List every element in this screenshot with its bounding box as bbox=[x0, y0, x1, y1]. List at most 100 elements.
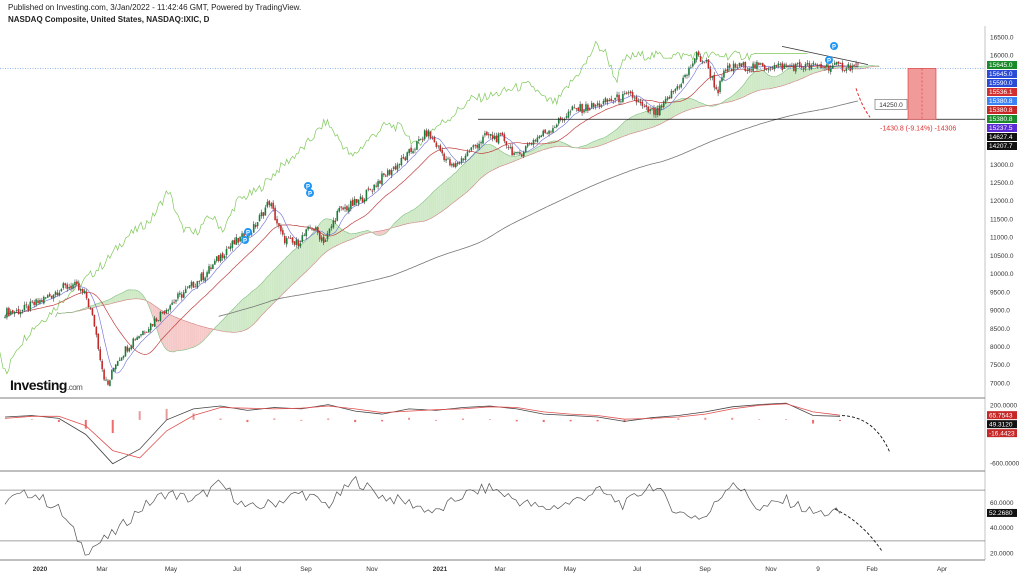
price-tag-label: 15645.0 bbox=[989, 62, 1013, 69]
candle-body bbox=[19, 312, 22, 315]
candle-body bbox=[320, 237, 323, 241]
candle-body bbox=[105, 379, 107, 381]
candle-body bbox=[173, 301, 175, 303]
macd-histogram-bar bbox=[569, 419, 572, 422]
candle-body bbox=[386, 170, 389, 176]
candle-body bbox=[116, 361, 119, 366]
ichimoku-cloud-segment bbox=[319, 221, 322, 258]
candle-body bbox=[649, 109, 651, 112]
candle-body bbox=[612, 100, 614, 102]
candle-body bbox=[11, 310, 14, 313]
candle-body bbox=[763, 65, 766, 70]
candle-body bbox=[637, 100, 640, 102]
ichimoku-cloud-segment bbox=[675, 100, 678, 116]
ichimoku-cloud-segment bbox=[558, 141, 561, 147]
candle-body bbox=[268, 200, 271, 205]
ichimoku-cloud-segment bbox=[238, 301, 241, 333]
candle-body bbox=[847, 64, 850, 68]
ichimoku-cloud-segment bbox=[601, 137, 604, 146]
candle-body bbox=[569, 111, 572, 113]
candle-body bbox=[361, 197, 364, 203]
ichimoku-cloud-segment bbox=[302, 242, 305, 276]
candle-body bbox=[68, 286, 70, 289]
candle-body bbox=[48, 293, 51, 297]
candle-body bbox=[97, 333, 100, 350]
ichimoku-cloud-segment bbox=[638, 113, 641, 132]
macd-tag-bg bbox=[987, 420, 1017, 429]
candle-body bbox=[831, 65, 834, 69]
candle-body bbox=[622, 93, 624, 102]
candle-body bbox=[589, 109, 591, 111]
ichimoku-cloud-segment bbox=[405, 213, 408, 225]
candle-body bbox=[287, 237, 290, 239]
candle-body bbox=[134, 339, 136, 341]
ichimoku-cloud-segment bbox=[735, 91, 738, 101]
ichimoku-cloud-segment bbox=[803, 69, 806, 78]
ichimoku-cloud-segment bbox=[698, 102, 701, 108]
candle-body bbox=[140, 334, 142, 336]
ichimoku-cloud-segment bbox=[591, 141, 594, 148]
ichimoku-cloud-segment bbox=[667, 102, 670, 121]
ichimoku-cloud-segment bbox=[541, 144, 544, 151]
ichimoku-cloud-segment bbox=[683, 98, 686, 113]
candle-body bbox=[126, 346, 129, 352]
candle-body bbox=[837, 61, 840, 64]
ichimoku-cloud-segment bbox=[496, 148, 499, 169]
candle-body bbox=[596, 103, 599, 106]
candle-body bbox=[433, 137, 436, 143]
ichimoku-cloud-segment bbox=[776, 75, 779, 88]
ichimoku-cloud-segment bbox=[111, 296, 114, 304]
candle-body bbox=[114, 364, 117, 370]
ichimoku-cloud-segment bbox=[207, 327, 210, 337]
ichimoku-cloud-segment bbox=[481, 145, 483, 179]
chikou-span-line bbox=[0, 40, 808, 375]
ichimoku-cloud-segment bbox=[624, 120, 627, 136]
candle-body bbox=[155, 318, 158, 322]
ichimoku-cloud-segment bbox=[424, 198, 427, 221]
ichimoku-cloud-segment bbox=[587, 143, 590, 149]
candle-body bbox=[307, 226, 309, 230]
macd-histogram-bar bbox=[408, 417, 411, 420]
ichimoku-cloud-segment bbox=[300, 243, 303, 278]
candle-body bbox=[758, 62, 760, 65]
candle-body bbox=[202, 272, 204, 281]
ichimoku-cloud-segment bbox=[113, 295, 116, 303]
candle-body bbox=[600, 105, 603, 107]
ichimoku-cloud-segment bbox=[811, 68, 814, 75]
ichimoku-cloud-segment bbox=[354, 233, 357, 238]
candle-body bbox=[431, 138, 434, 139]
candle-body bbox=[159, 311, 162, 321]
candle-body bbox=[113, 368, 115, 372]
candle-body bbox=[31, 301, 34, 303]
candle-body bbox=[451, 163, 453, 166]
macd-histogram-bar bbox=[219, 418, 222, 420]
candle-body bbox=[513, 152, 515, 155]
ichimoku-cloud-segment bbox=[150, 303, 153, 317]
ichimoku-cloud-segment bbox=[453, 172, 456, 203]
price-axis-tick-label: 7000.0 bbox=[990, 380, 1010, 387]
projection-arrow bbox=[855, 88, 871, 118]
candle-body bbox=[332, 220, 335, 228]
ichimoku-cloud-segment bbox=[813, 67, 816, 74]
candle-body bbox=[647, 106, 649, 113]
macd-histogram-bar bbox=[57, 419, 60, 423]
ichimoku-cloud-segment bbox=[679, 98, 682, 114]
candle-body bbox=[734, 64, 737, 68]
candle-body bbox=[385, 175, 387, 177]
ichimoku-cloud-segment bbox=[650, 109, 653, 129]
candle-body bbox=[8, 308, 10, 317]
ichimoku-cloud-segment bbox=[484, 144, 487, 175]
candle-body bbox=[99, 349, 102, 361]
candle-body bbox=[707, 59, 710, 69]
ichimoku-cloud-segment bbox=[304, 240, 307, 274]
ichimoku-cloud-segment bbox=[807, 69, 810, 77]
candle-body bbox=[429, 131, 432, 139]
ichimoku-cloud-segment bbox=[494, 146, 497, 170]
candle-body bbox=[237, 238, 239, 243]
candle-body bbox=[60, 289, 63, 292]
candle-body bbox=[229, 246, 232, 249]
ichimoku-cloud-segment bbox=[737, 89, 740, 100]
event-marker-label: P bbox=[246, 230, 250, 236]
candle-body bbox=[563, 119, 566, 121]
